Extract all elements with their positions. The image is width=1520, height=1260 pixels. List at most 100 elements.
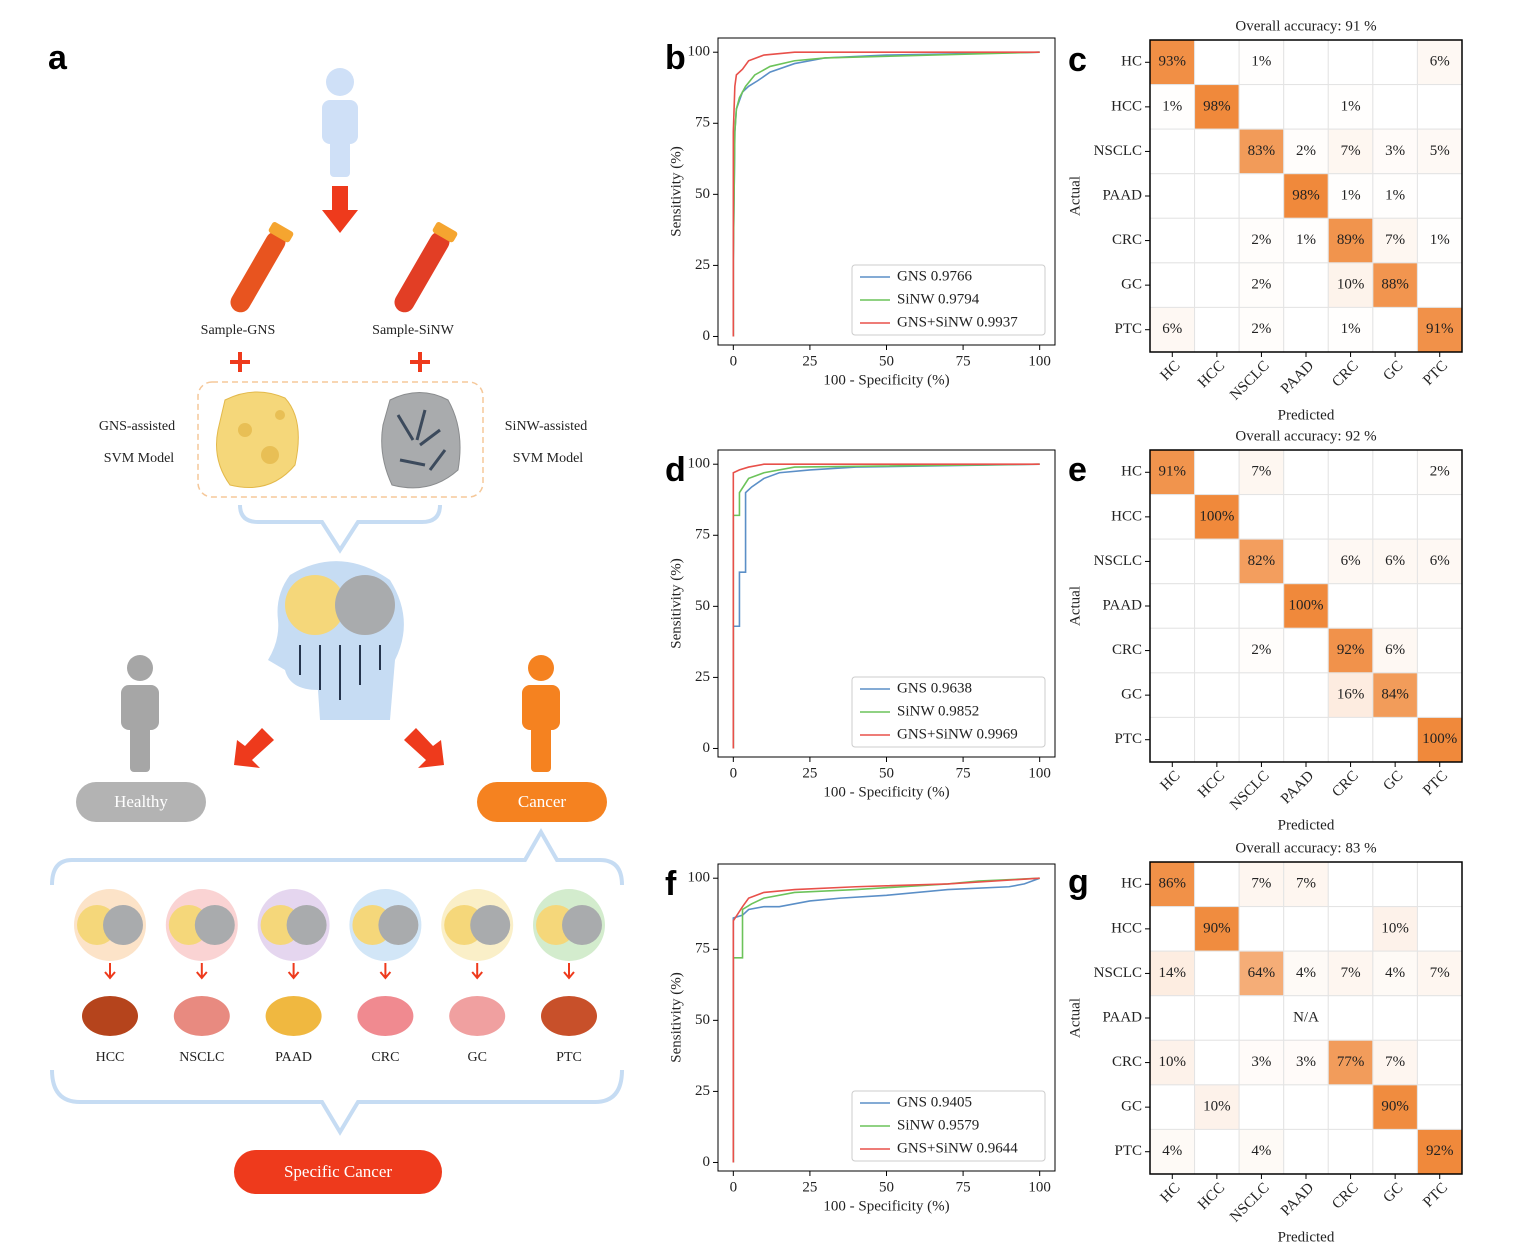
pill-label: Healthy [114,792,168,811]
empty-cell [1372,716,1418,763]
y-tick-label: 0 [703,328,711,344]
cell [1327,262,1374,308]
cell-label: 10% [1203,1099,1231,1115]
cancer-pill [477,782,607,822]
x-tick-label: PTC [1420,1180,1451,1211]
empty-cell [1238,995,1285,1041]
cell-label: 3% [1385,143,1405,159]
y-axis-label: Sensitivity (%) [668,972,684,1062]
y-tick-label: CRC [1112,232,1142,248]
empty-cell [1416,262,1463,308]
y-tick-label: HCC [1111,98,1142,114]
cell-label: 6% [1162,321,1182,337]
cell-label: 100% [1422,731,1457,747]
organ-label: PTC [556,1050,582,1065]
cell [1283,861,1329,908]
pill-label: Specific Cancer [284,1162,392,1181]
organ [449,996,506,1036]
cell [1327,672,1374,718]
x-tick-label: CRC [1329,358,1362,391]
organ-label: PAAD [275,1050,312,1065]
x-axis-label: 100 - Specificity (%) [823,784,949,800]
matrix-title: Overall accuracy: 92 % [1235,428,1376,444]
cell-label: 86% [1159,876,1187,892]
y-tick-label: 25 [695,669,710,685]
cell-label: 2% [1251,232,1271,248]
wires [396,409,447,471]
x-tick-label: 50 [879,1179,894,1195]
cell [1416,128,1463,175]
x-tick-label: 25 [802,765,817,781]
x-tick-label: PAAD [1278,768,1317,807]
x-tick-label: 0 [730,1179,738,1195]
empty-cell [1283,627,1329,674]
empty-cell [1149,995,1196,1041]
empty-cell [1416,627,1463,674]
y-tick-label: NSCLC [1094,965,1142,981]
cell-label: 7% [1296,876,1316,892]
panel-label: d [665,451,686,489]
empty-cell [1194,538,1240,585]
empty-cell [1194,39,1240,86]
cell [1283,217,1329,264]
panel-label: f [665,865,677,903]
empty-cell [1194,128,1240,175]
empty-cell [1416,995,1463,1041]
empty-cell [1283,538,1329,585]
cell [1327,538,1374,585]
y-tick-label: 50 [695,186,710,202]
cell-label: 83% [1248,143,1276,159]
legend-label: SiNW 0.9852 [897,703,979,719]
cell-label: 2% [1251,642,1271,658]
empty-cell [1327,995,1374,1041]
model-label: SVM Model [104,451,175,466]
y-tick-label: PAAD [1103,187,1143,203]
legend-label: GNS 0.9405 [897,1094,972,1110]
cell-label: 2% [1251,277,1271,293]
y-tick-label: NSCLC [1094,553,1142,569]
empty-cell [1149,262,1196,308]
x-tick-label: PTC [1420,358,1451,389]
empty-cell [1238,583,1285,629]
cell [1327,950,1374,997]
cell [1416,538,1463,585]
person-icon [127,655,153,681]
x-tick-label: 100 [1028,765,1051,781]
y-tick-label: HCC [1111,508,1142,524]
x-tick-label: 75 [956,1179,971,1195]
empty-cell [1194,627,1240,674]
arrow [104,963,116,980]
y-axis-label: Actual [1067,176,1083,216]
empty-cell [1416,173,1463,219]
cell-label: 1% [1341,187,1361,203]
roc-curve [732,51,1040,337]
person-icon [121,685,159,730]
y-tick-label: PTC [1114,321,1142,337]
y-tick-label: PTC [1114,731,1142,747]
matrix-title: Overall accuracy: 83 % [1235,840,1376,856]
x-tick-label: HCC [1195,1180,1228,1213]
empty-cell [1283,494,1329,540]
y-tick-label: GC [1121,687,1142,703]
empty-cell [1149,672,1196,718]
x-tick-label: PAAD [1278,358,1317,397]
x-tick-label: HC [1157,1180,1183,1206]
cell-label: 91% [1426,321,1454,337]
x-tick-label: 50 [879,353,894,369]
bracket [50,827,624,1136]
y-tick-label: 75 [695,527,710,543]
x-tick-label: PAAD [1278,1180,1317,1219]
y-tick-label: CRC [1112,1054,1142,1070]
x-tick-label: CRC [1329,1180,1362,1213]
cell [1238,128,1285,175]
cell-label: 6% [1385,642,1405,658]
tube-label: Sample-GNS [201,323,276,338]
organ-label: HCC [96,1050,125,1065]
y-tick-label: GC [1121,1099,1142,1115]
empty-cell [1149,538,1196,585]
cell [1327,128,1374,175]
y-tick-label: 25 [695,1083,710,1099]
empty-cell [1149,583,1196,629]
roc-curve [732,463,1040,749]
